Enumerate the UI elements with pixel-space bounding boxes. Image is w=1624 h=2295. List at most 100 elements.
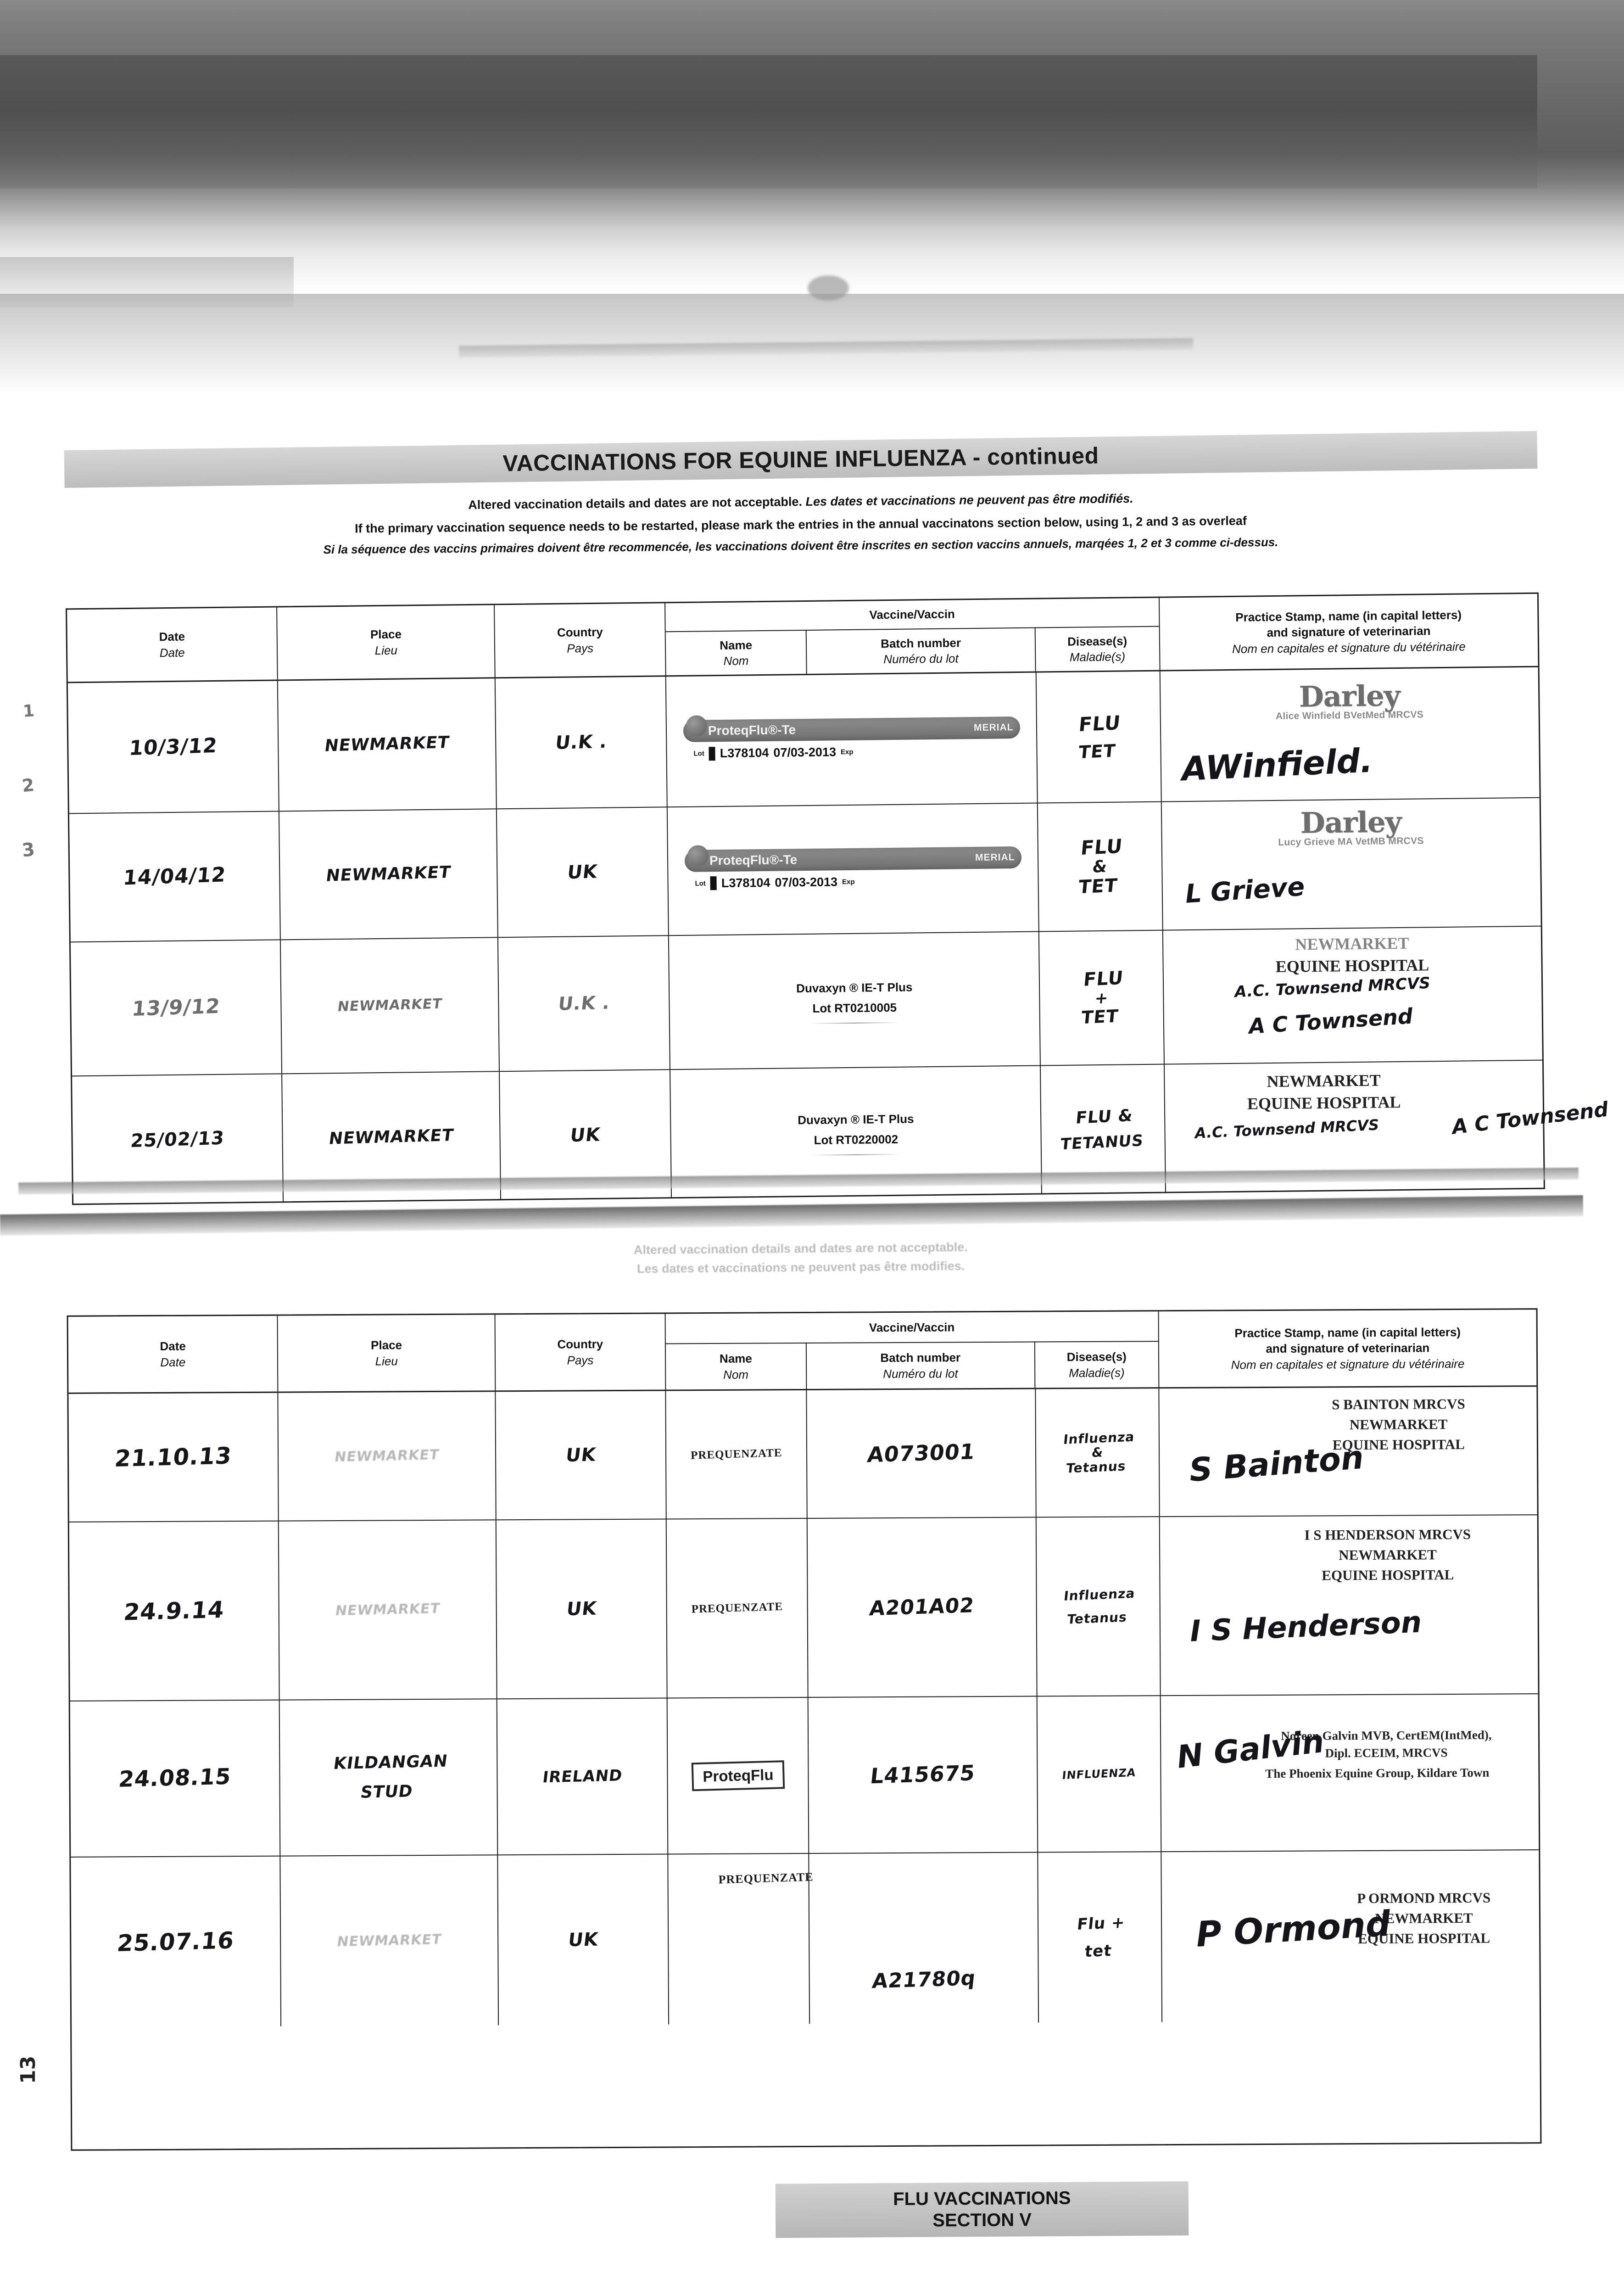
cell-date: 10/3/12 — [67, 681, 280, 813]
cell-vaccine-name: PREQUENZATE — [668, 1853, 814, 2025]
cell-batch: A21780q — [809, 1853, 1039, 2024]
header-disease-fr: Maladie(s) — [1069, 649, 1126, 664]
place-value: NEWMARKET — [325, 862, 452, 885]
cell-disease: Flu + tet — [1038, 1852, 1162, 2023]
table-row: 14/04/12 NEWMARKET UK ProteqFlu®-Te MERI… — [69, 798, 1541, 943]
disease-line-2: + — [1094, 989, 1109, 1008]
stamp-vet-name: Alice Winfield BVetMed MRCVS — [1275, 709, 1424, 722]
header-date-en: Date — [159, 629, 185, 644]
header-batch-en: Batch number — [881, 635, 961, 650]
darley-stamp: Darley Alice Winfield BVetMed MRCVS — [1275, 678, 1423, 722]
cell-place: NEWMARKET — [278, 678, 497, 811]
disease-line-1: Influenza — [1063, 1585, 1136, 1604]
batch-number: A201A02 — [868, 1594, 976, 1621]
darley-logo: Darley — [1300, 805, 1401, 840]
lot-tag: Lot — [695, 879, 706, 888]
header-place-en: Place — [370, 627, 402, 642]
country-value: UK — [566, 861, 599, 883]
place-value: NEWMARKET — [336, 996, 444, 1015]
batch-expiry: 07/03-2013 — [773, 745, 837, 760]
cell-country: UK — [496, 1391, 667, 1520]
header-stamp-line3: Nom en capitales et signature du vétérin… — [1232, 639, 1466, 656]
cell-batch: A073001 — [807, 1389, 1037, 1518]
country-value: UK — [567, 1929, 600, 1951]
label-underline — [810, 1153, 902, 1156]
notice-fr: Les dates et vaccinations ne peuvent pas… — [805, 492, 1133, 509]
vaccine-manufacturer: MERIAL — [973, 722, 1014, 733]
darley-stamp: Darley Lucy Grieve MA VetMB MRCVS — [1278, 805, 1424, 848]
header-name-en: Name — [720, 638, 753, 652]
header-place: Place Lieu — [277, 605, 496, 680]
header-country-fr: Pays — [567, 641, 594, 655]
header-disease-fr: Maladie(s) — [1069, 1366, 1125, 1380]
batch-number: L378104 — [721, 875, 770, 890]
batch-number: L415675 — [869, 1760, 977, 1789]
cell-vaccine-label: ProteqFlu®-Te MERIAL Lot L378104 07/03-2… — [666, 672, 1038, 807]
page-number: 13 — [17, 2055, 40, 2084]
disease-line-1: Flu + — [1076, 1913, 1126, 1934]
header-place-en: Place — [371, 1338, 402, 1352]
lot-tag: Lot — [814, 1133, 833, 1147]
table-row: 24.08.15 KILDANGAN STUD IRELAND ProteqFl… — [70, 1694, 1539, 1858]
cell-place: NEWMARKET — [281, 938, 500, 1074]
vaccine-sticker: ProteqFlu®-Te MERIAL Lot L378104 07/03-2… — [684, 844, 1022, 894]
cell-disease: FLU TET — [1037, 671, 1162, 803]
vaccine-name: PREQUENZATE — [718, 1870, 814, 1886]
header-country-en: Country — [557, 625, 603, 640]
vaccine-lot-line: Lot RT0220002 — [798, 1129, 915, 1150]
header-practice-stamp: Practice Stamp, name (in capital letters… — [1160, 594, 1538, 670]
country-value: UK — [564, 1444, 597, 1466]
cell-place: NEWMARKET — [279, 1520, 497, 1700]
vaccine-name: Duvaxyn ® IE-T Plus — [798, 1112, 914, 1127]
header-vaccine-name: Name Nom — [665, 1343, 807, 1390]
header-date: Date Date — [68, 1315, 279, 1393]
vaccine-name: ProteqFlu — [691, 1760, 785, 1791]
table-row: 24.9.14 NEWMARKET UK PREQUENZATE A201A02… — [69, 1515, 1538, 1702]
cell-vaccine-label: Duvaxyn ® IE-T Plus Lot RT0210005 — [669, 932, 1041, 1069]
vaccine-name: PREQUENZATE — [690, 1446, 782, 1462]
header-name-en: Name — [719, 1351, 752, 1366]
cell-practice-stamp: I S HENDERSON MRCVS NEWMARKET EQUINE HOS… — [1160, 1515, 1538, 1695]
header-date-en: Date — [160, 1339, 186, 1354]
country-value: IRELAND — [541, 1766, 624, 1787]
upper-vaccination-table: Date Date Place Lieu Country Pays Vaccin… — [66, 592, 1609, 1205]
header-practice-stamp: Practice Stamp, name (in capital letters… — [1159, 1310, 1536, 1387]
header-place: Place Lieu — [278, 1315, 496, 1392]
vaccine-lot-line: Lot L378104 07/03-2013 Exp — [685, 873, 1021, 890]
vet-signature: L Grieve — [1184, 872, 1306, 909]
cell-country: IRELAND — [497, 1698, 669, 1855]
date-value: 10/3/12 — [128, 733, 218, 760]
country-value: U.K . — [557, 992, 611, 1015]
date-value: 21.10.13 — [113, 1442, 233, 1472]
cell-date: 13/9/12 — [70, 940, 283, 1076]
header-vaccine-label: Vaccine/Vaccin — [869, 1320, 955, 1335]
table-row: 13/9/12 NEWMARKET U.K . Duvaxyn ® IE-T P… — [70, 926, 1542, 1077]
header-batch-en: Batch number — [880, 1350, 961, 1365]
date-value: 14/04/12 — [122, 863, 227, 890]
cell-practice-stamp: NEWMARKET EQUINE HOSPITAL A.C. Townsend … — [1163, 927, 1542, 1064]
header-vaccine-group: Vaccine/Vaccin Name Nom Batch number Num… — [665, 1311, 1160, 1390]
place-value: NEWMARKET — [333, 1447, 441, 1466]
disease-line-1: FLU — [1078, 711, 1122, 736]
stamp-line-3: The Phoenix Equine Group, Kildare Town — [1265, 1765, 1490, 1781]
cell-practice-stamp: Darley Lucy Grieve MA VetMB MRCVS L Grie… — [1161, 798, 1540, 930]
disease-line-2: TETANUS — [1059, 1131, 1144, 1154]
date-value: 24.9.14 — [123, 1596, 226, 1626]
cell-batch: L415675 — [808, 1696, 1038, 1853]
header-disease-en: Disease(s) — [1066, 1349, 1127, 1364]
cell-disease: FLU & TET — [1038, 802, 1163, 931]
header-stamp-line1: Practice Stamp, name (in capital letters… — [1235, 608, 1462, 624]
cell-place: NEWMARKET — [279, 809, 499, 940]
margin-mark-1: 1 — [22, 701, 36, 721]
header-vaccine-label: Vaccine/Vaccin — [869, 607, 955, 622]
place-value: NEWMARKET — [324, 733, 451, 756]
stamp-line-2: NEWMARKET — [1349, 1416, 1448, 1433]
disease-line-1: FLU & — [1074, 1106, 1134, 1128]
darley-logo: Darley — [1299, 678, 1400, 714]
disease-line-1: Influenza — [1062, 1429, 1135, 1447]
header-country-fr: Pays — [567, 1353, 594, 1367]
header-disease: Disease(s) Maladie(s) — [1036, 627, 1160, 671]
header-vaccine-title: Vaccine/Vaccin — [665, 1311, 1158, 1344]
vaccine-brand-bar: ProteqFlu®-Te MERIAL — [683, 716, 1020, 742]
lot-tag: Lot — [812, 1001, 832, 1015]
